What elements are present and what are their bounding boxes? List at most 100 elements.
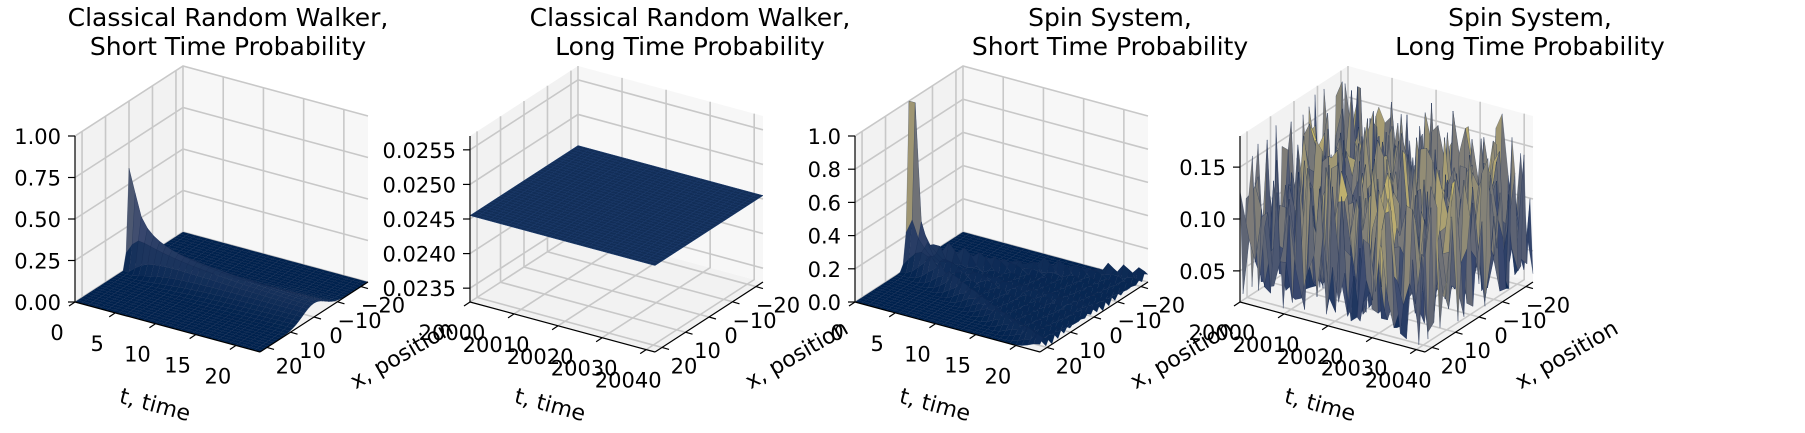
t-tick-mark — [149, 323, 156, 329]
t-tick-label: 10 — [124, 343, 151, 367]
chart-title: Spin System, Long Time Probability — [1395, 3, 1665, 61]
t-tick-mark — [595, 337, 603, 343]
surface-patch — [301, 303, 312, 310]
chart-title-line: Spin System, — [1028, 3, 1192, 32]
t-axis-label: t, time — [117, 384, 193, 427]
t-tick-mark — [1277, 313, 1285, 319]
surface-patch — [313, 299, 324, 302]
z-tick-label: 0.2 — [808, 258, 841, 282]
z-tick-label: 0.15 — [1179, 156, 1226, 180]
t-tick-label: 20 — [205, 364, 232, 388]
x-tick-mark — [732, 301, 740, 305]
t-tick-label: 15 — [164, 354, 191, 378]
x-tick-mark — [266, 346, 275, 351]
t-tick-mark — [888, 312, 896, 318]
gridline-x — [476, 131, 663, 349]
t-axis-label: t, time — [512, 384, 588, 427]
x-tick-label: −20 — [1141, 294, 1185, 318]
t-tick-mark — [1233, 301, 1241, 307]
z-tick-label: 0.0 — [808, 291, 841, 315]
gridline-z — [469, 113, 764, 186]
t-axis-line — [74, 301, 261, 353]
z-tick-label: 0.8 — [808, 158, 841, 182]
x-tick-label: −20 — [1526, 294, 1570, 318]
z-tick-label: 0.0235 — [383, 277, 456, 301]
gridline-t — [601, 101, 711, 339]
t-tick-label: 5 — [871, 332, 884, 356]
t-axis-label: t, time — [1282, 384, 1358, 427]
x-tick-label: 10 — [1079, 339, 1106, 363]
x-tick-mark — [685, 331, 693, 335]
t-tick-mark — [639, 349, 647, 355]
x-tick-mark — [337, 301, 345, 305]
gridline-t — [645, 113, 755, 351]
z-tick-label: 0.0240 — [383, 243, 456, 267]
z-tick-label: 0.10 — [1179, 208, 1226, 232]
z-tick-label: 0.6 — [808, 191, 841, 215]
x-tick-mark — [661, 346, 670, 351]
gridline-z — [74, 106, 369, 179]
gridline-z — [74, 148, 369, 220]
x-tick-mark — [1525, 285, 1534, 290]
t-tick-label: 15 — [944, 354, 971, 378]
surface-patch — [295, 310, 306, 318]
x-tick-mark — [708, 316, 717, 320]
surface-patch — [277, 331, 288, 337]
t-tick-mark — [68, 301, 76, 307]
surface-patch — [316, 299, 327, 302]
x-tick-mark — [1117, 301, 1125, 305]
z-tick-label: 0.05 — [1179, 260, 1226, 284]
x-tick-mark — [1046, 346, 1055, 351]
t-tick-label: 0 — [50, 321, 63, 345]
t-tick-mark — [969, 334, 976, 340]
chart-title-line: Long Time Probability — [555, 32, 825, 61]
gridline-x — [499, 116, 686, 333]
t-tick-mark — [189, 334, 196, 340]
x-tick-mark — [1070, 331, 1078, 335]
chart-title-line: Short Time Probability — [90, 32, 367, 61]
t-tick-mark — [551, 325, 559, 331]
t-tick-mark — [1409, 349, 1417, 355]
x-tick-label: 0 — [329, 324, 342, 348]
x-tick-mark — [1455, 331, 1463, 335]
surface — [469, 145, 764, 266]
x-tick-mark — [1431, 346, 1440, 351]
surface-patch — [292, 315, 303, 322]
z-tick-label: 0.0255 — [383, 139, 456, 163]
x-tick-label: −10 — [337, 309, 381, 333]
gridline-z — [469, 78, 764, 151]
t-tick-label: 20040 — [1365, 369, 1432, 393]
x-tick-label: −20 — [361, 294, 405, 318]
x-tick-label: 10 — [1464, 339, 1491, 363]
surface-patch — [322, 299, 333, 302]
chart-panel-4: Spin System, Long Time Probability2000020… — [1179, 3, 1665, 427]
gridline-x — [523, 101, 710, 318]
gridline-z — [74, 189, 369, 262]
x-tick-mark — [290, 331, 298, 335]
chart-title-line: Spin System, — [1448, 3, 1612, 32]
x-tick-mark — [1093, 316, 1102, 320]
z-tick-label: 1.00 — [14, 125, 61, 149]
chart-title-line: Classical Random Walker, — [68, 3, 389, 32]
chart-title: Classical Random Walker, Long Time Probab… — [530, 3, 851, 61]
t-tick-label: 5 — [91, 332, 104, 356]
z-tick-label: 0.75 — [14, 167, 61, 191]
surface-patch — [319, 299, 330, 302]
gridline-z — [74, 65, 369, 137]
t-tick-mark — [229, 344, 237, 350]
x-tick-mark — [1140, 285, 1149, 290]
z-tick-label: 0.4 — [808, 225, 841, 249]
t-tick-mark — [929, 323, 936, 329]
z-tick-label: 0.0250 — [383, 173, 456, 197]
z-tick-label: 0.00 — [14, 291, 61, 315]
t-axis-label: t, time — [897, 384, 973, 427]
surface-patch — [307, 299, 318, 304]
x-tick-mark — [360, 285, 369, 290]
gridline-x — [546, 85, 733, 303]
t-tick-mark — [1365, 337, 1373, 343]
x-tick-mark — [755, 285, 764, 290]
chart-title-line: Classical Random Walker, — [530, 3, 851, 32]
t-tick-label: 20040 — [595, 369, 662, 393]
surface-patch — [331, 296, 342, 301]
